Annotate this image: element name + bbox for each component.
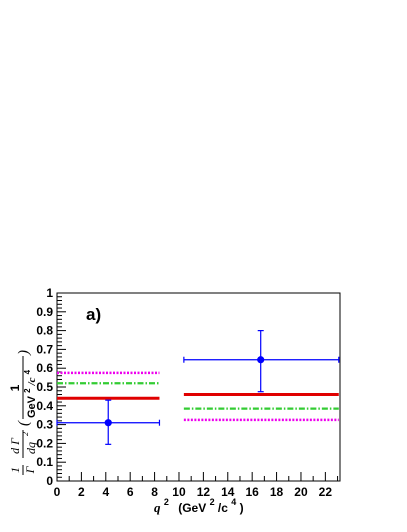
x-axis-title: q 2 (GeV 2 /c 4 ): [154, 494, 244, 515]
y-frac2-den: dq: [24, 442, 38, 454]
x-axis-var: q: [154, 500, 161, 515]
y-tick-label: 0.1: [36, 455, 53, 469]
x-tick-label: 18: [270, 485, 284, 499]
y-tick-label: 0.8: [36, 324, 53, 338]
x-tick-label: 2: [78, 485, 85, 499]
y-frac3-den-mid: /c: [26, 377, 38, 386]
y-frac3-den: GeV 2 /c 4: [21, 369, 38, 418]
y-frac3-num: 1: [8, 384, 22, 391]
x-tick-label: 8: [151, 485, 158, 499]
y-tick-label: 0.6: [36, 361, 53, 375]
axes: 00.10.20.30.40.50.60.70.80.910 2 4 6 8 10 12 14…: [36, 286, 339, 499]
y-frac3-den-sup1: 2: [23, 388, 32, 393]
x-tick-label: 16: [245, 485, 259, 499]
x-tick-label: 12: [197, 485, 211, 499]
y-paren-open: (: [16, 420, 32, 426]
panel-label: a): [86, 305, 101, 324]
x-tick-label: 22: [319, 485, 333, 499]
data-point: [104, 419, 112, 427]
x-axis-unit-post: ): [240, 501, 244, 515]
x-axis-unit-pre: (GeV: [178, 501, 206, 515]
x-axis-unit-sup2: 4: [231, 497, 236, 507]
data-point: [257, 356, 265, 364]
y-paren-close: ): [16, 350, 32, 356]
x-tick-label: 20: [294, 485, 308, 499]
x-tick-label: 0: [54, 485, 61, 499]
y-frac3-den-gev: GeV: [26, 395, 38, 418]
y-tick-label: 0.9: [36, 305, 53, 319]
y-axis-title: 1 Γ d Γ dq 2 ( 1 GeV 2 /c 4 ): [8, 350, 38, 475]
x-axis-unit-mid: /c: [218, 501, 228, 515]
x-axis-var-sup: 2: [164, 497, 169, 507]
series-layer: [56, 330, 340, 445]
y-frac2-num: d Γ: [8, 437, 22, 454]
y-tick-label: 0.7: [36, 342, 53, 356]
y-frac1-den: Γ: [23, 465, 37, 474]
x-axis-unit-sup1: 2: [210, 497, 215, 507]
y-tick-label: 0: [46, 474, 53, 488]
y-tick-label: 0.4: [36, 399, 53, 413]
y-frac1-num: 1: [8, 467, 22, 473]
y-tick-label: 0.2: [36, 436, 53, 450]
y-frac3-den-sup2: 4: [23, 369, 32, 374]
x-tick-label: 4: [102, 485, 109, 499]
y-tick-label: 0.5: [36, 380, 53, 394]
x-tick-label: 10: [172, 485, 186, 499]
x-tick-label: 14: [221, 485, 235, 499]
y-frac2-den-sup: 2: [21, 432, 30, 436]
x-tick-label: 6: [127, 485, 134, 499]
y-tick-label: 1: [46, 286, 53, 300]
y-tick-label: 0.3: [36, 418, 53, 432]
